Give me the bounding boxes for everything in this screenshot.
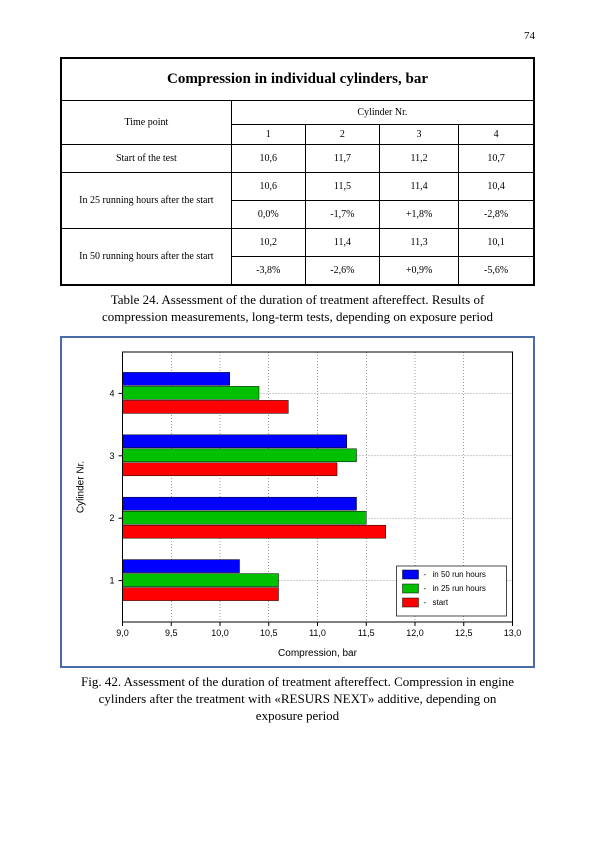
cell: 11,4 xyxy=(379,173,458,201)
row-label: In 25 running hours after the start xyxy=(61,173,231,229)
svg-text:-: - xyxy=(424,584,427,593)
svg-text:12,5: 12,5 xyxy=(455,628,473,638)
svg-text:10,0: 10,0 xyxy=(211,628,229,638)
svg-text:-: - xyxy=(424,598,427,607)
svg-text:9,0: 9,0 xyxy=(116,628,129,638)
svg-text:-: - xyxy=(424,570,427,579)
svg-text:1: 1 xyxy=(109,575,114,585)
chart-frame: 9,0 9,5 10,0 10,5 11,0 11,5 12,0 12,5 13,0 Compre… xyxy=(60,336,535,668)
cell: +0,9% xyxy=(379,257,458,286)
cell: 11,4 xyxy=(305,229,379,257)
row-label: Start of the test xyxy=(61,145,231,173)
page-number: 74 xyxy=(60,30,535,42)
cell: 11,3 xyxy=(379,229,458,257)
svg-text:9,5: 9,5 xyxy=(165,628,178,638)
cell: +1,8% xyxy=(379,201,458,229)
cell: -2,6% xyxy=(305,257,379,286)
svg-text:10,5: 10,5 xyxy=(260,628,278,638)
cell: 10,6 xyxy=(231,145,305,173)
table-col-header: Cylinder Nr. xyxy=(231,101,534,125)
svg-text:in 25 run hours: in 25 run hours xyxy=(433,584,486,593)
cell: 11,5 xyxy=(305,173,379,201)
cell: 10,2 xyxy=(231,229,305,257)
svg-text:11,0: 11,0 xyxy=(309,628,326,638)
table-caption: Table 24. Assessment of the duration of … xyxy=(80,292,515,326)
cell: -2,8% xyxy=(459,201,534,229)
cell: 0,0% xyxy=(231,201,305,229)
cell: -5,6% xyxy=(459,257,534,286)
svg-text:Compression, bar: Compression, bar xyxy=(278,648,358,659)
table-title: Compression in individual cylinders, bar xyxy=(61,58,534,101)
svg-text:Cylinder Nr.: Cylinder Nr. xyxy=(76,461,87,513)
cell: 11,2 xyxy=(379,145,458,173)
col-num: 4 xyxy=(459,125,534,145)
cell: 11,7 xyxy=(305,145,379,173)
svg-text:12,0: 12,0 xyxy=(406,628,424,638)
figure-caption: Fig. 42. Assessment of the duration of t… xyxy=(80,674,515,725)
row-label: In 50 running hours after the start xyxy=(61,229,231,286)
svg-text:4: 4 xyxy=(109,388,114,398)
table-row-header: Time point xyxy=(61,101,231,145)
col-num: 2 xyxy=(305,125,379,145)
col-num: 1 xyxy=(231,125,305,145)
cell: 10,6 xyxy=(231,173,305,201)
compression-chart: 9,0 9,5 10,0 10,5 11,0 11,5 12,0 12,5 13,0 Compre… xyxy=(66,342,529,662)
svg-text:13,0: 13,0 xyxy=(504,628,522,638)
svg-text:2: 2 xyxy=(109,513,114,523)
svg-text:11,5: 11,5 xyxy=(358,628,375,638)
compression-table: Compression in individual cylinders, bar… xyxy=(60,57,535,286)
cell: 10,1 xyxy=(459,229,534,257)
cell: -3,8% xyxy=(231,257,305,286)
svg-text:3: 3 xyxy=(109,451,114,461)
cell: 10,4 xyxy=(459,173,534,201)
col-num: 3 xyxy=(379,125,458,145)
svg-text:in 50 run hours: in 50 run hours xyxy=(433,570,486,579)
svg-text:start: start xyxy=(433,598,449,607)
cell: -1,7% xyxy=(305,201,379,229)
cell: 10,7 xyxy=(459,145,534,173)
